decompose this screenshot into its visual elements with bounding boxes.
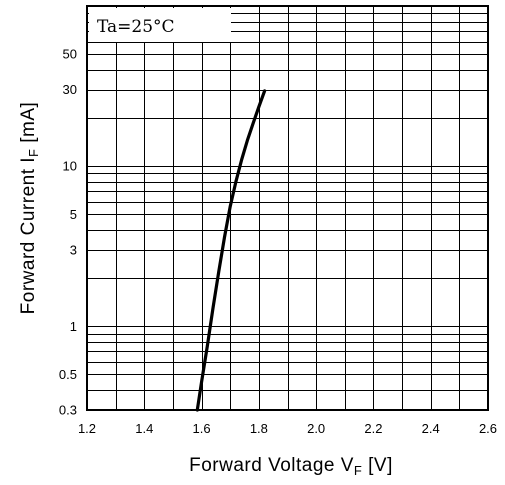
- y-tick-label: 1: [70, 319, 77, 334]
- x-tick-label: 2.6: [479, 421, 497, 436]
- y-tick-label: 0.3: [59, 403, 77, 418]
- x-axis-label-subscript: F: [354, 463, 362, 478]
- x-tick-label: 2.2: [364, 421, 382, 436]
- y-tick-label: 5: [70, 207, 77, 222]
- y-axis-label-subscript: F: [26, 149, 41, 157]
- x-tick-label: 1.4: [135, 421, 153, 436]
- x-axis-label-main: Forward Voltage V: [189, 455, 354, 476]
- x-tick-label: 2.4: [422, 421, 440, 436]
- y-tick-label: 10: [63, 159, 77, 174]
- y-tick-label: 0.5: [59, 367, 77, 382]
- x-axis-label: Forward Voltage VF [V]: [189, 455, 393, 478]
- y-axis-label: Forward Current IF [mA]: [18, 102, 41, 315]
- x-tick-label: 2.0: [307, 421, 325, 436]
- y-tick-labels: 0.3 0.5 1 3 5 10 30 50: [59, 47, 77, 418]
- x-tick-label: 1.6: [193, 421, 211, 436]
- annotation-background: [89, 8, 231, 42]
- curve-layer: [195, 89, 267, 412]
- temperature-annotation: Ta=25°C: [97, 17, 175, 37]
- x-tick-label: 1.2: [78, 421, 96, 436]
- forward-curve-line: [195, 89, 267, 412]
- plot-frame: [86, 5, 489, 411]
- temperature-annotation-box: Ta=25°C: [89, 8, 231, 42]
- y-tick-label: 30: [63, 82, 77, 97]
- x-tick-label: 1.8: [250, 421, 268, 436]
- x-axis-label-unit: [V]: [362, 455, 393, 476]
- x-tick-labels: 1.2 1.4 1.6 1.8 2.0 2.2 2.4 2.6: [78, 421, 497, 436]
- y-tick-label: 50: [63, 47, 77, 62]
- y-axis-label-main: Forward Current I: [18, 157, 39, 314]
- y-tick-label: 3: [70, 242, 77, 257]
- grid-lines: [87, 6, 489, 411]
- y-axis-label-unit: [mA]: [18, 102, 39, 149]
